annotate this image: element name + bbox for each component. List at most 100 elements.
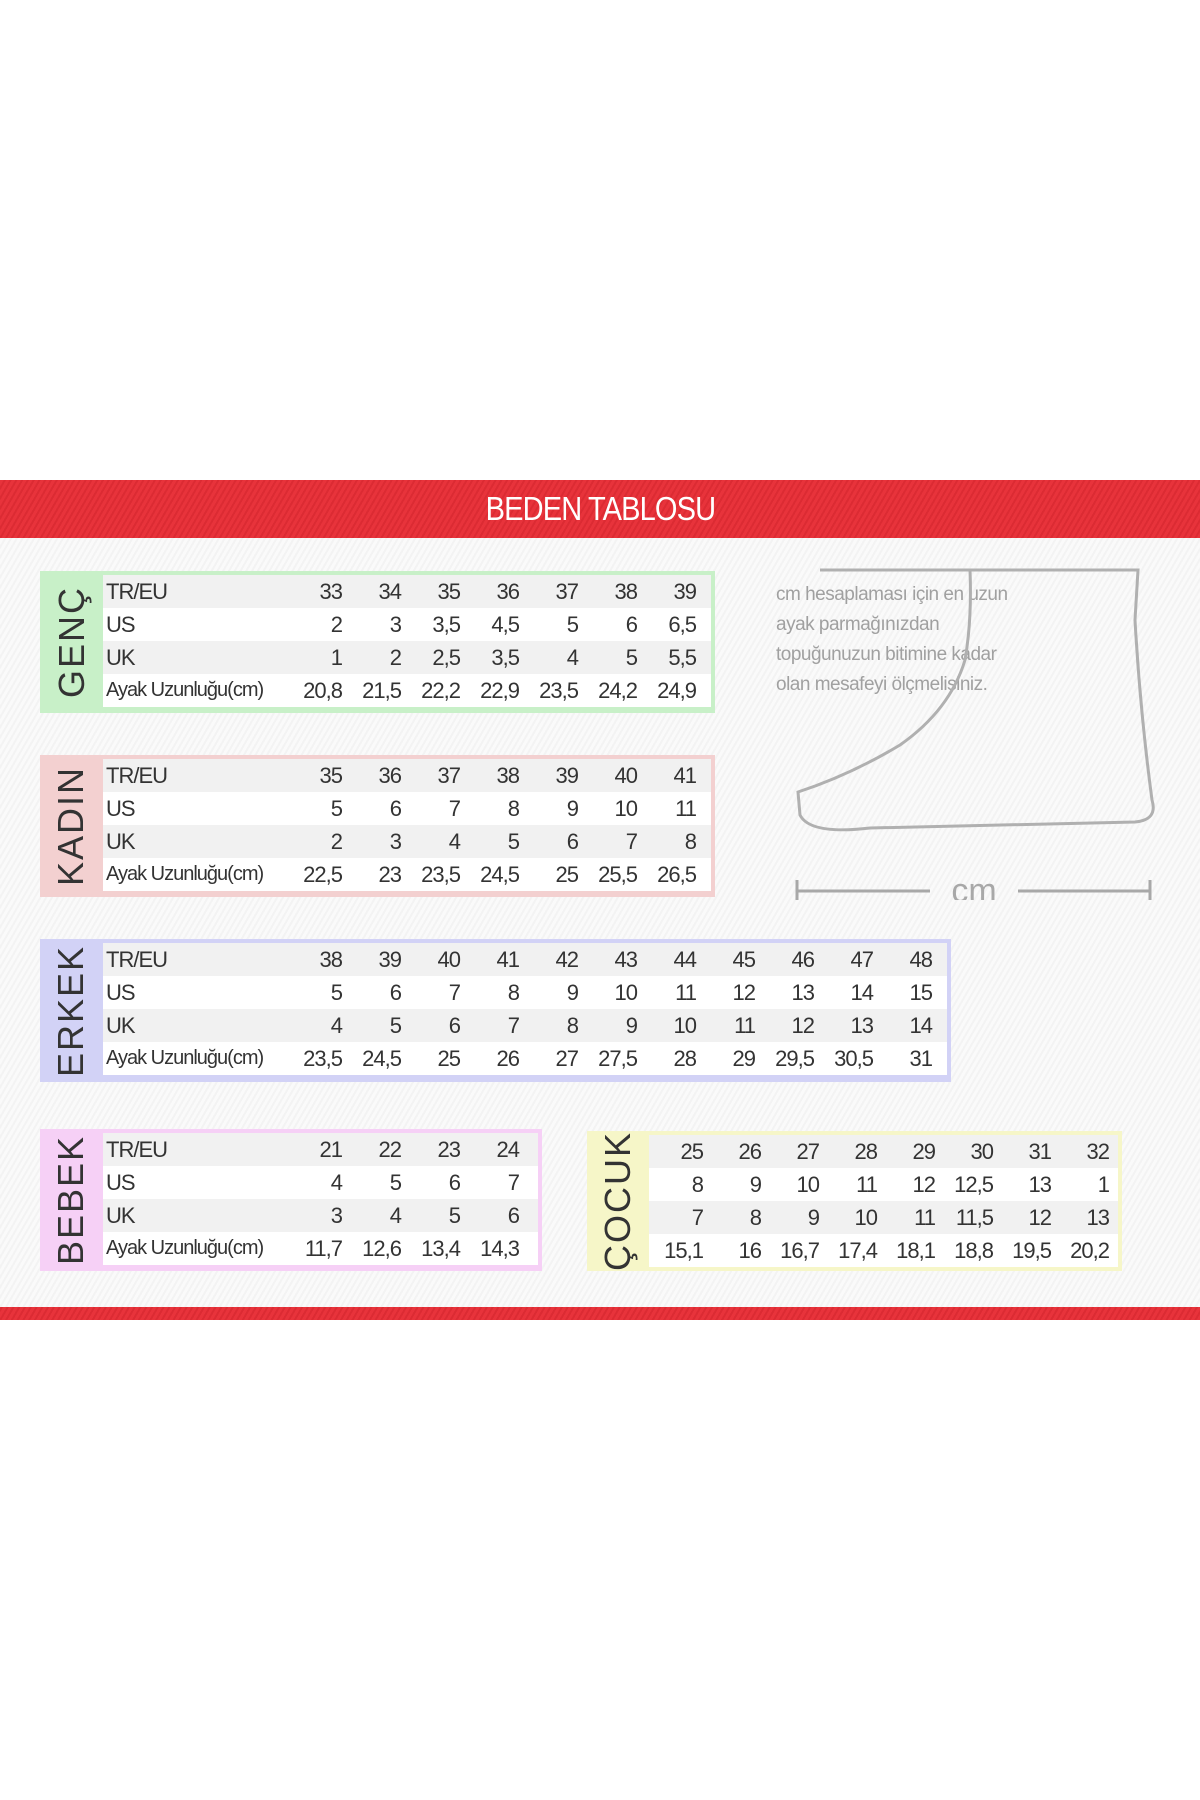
table-cell: 23,5 bbox=[303, 1045, 343, 1071]
table-row: 15,1 16 16,7 17,4 18,1 18,8 19,5 20,2 bbox=[649, 1234, 1118, 1267]
table-cell: 14,3 bbox=[480, 1235, 520, 1261]
page-title: BEDEN TABLOSU bbox=[485, 490, 715, 527]
category-label-text: ÇOCUK bbox=[597, 1130, 639, 1272]
table-cell: 27 bbox=[555, 1045, 579, 1071]
category-label: BEBEK bbox=[40, 1133, 103, 1267]
table-cell: 27,5 bbox=[598, 1045, 638, 1071]
table-cell: 19,5 bbox=[1012, 1237, 1052, 1263]
table-cell: 46 bbox=[791, 946, 815, 972]
table-cell: 10 bbox=[673, 1012, 697, 1038]
measure-label: cm bbox=[951, 872, 996, 900]
table-cell: 18,1 bbox=[896, 1237, 936, 1263]
table-row: Ayak Uzunluğu(cm) 11,7 12,6 13,4 14,3 bbox=[103, 1232, 538, 1265]
table-cell: 31 bbox=[1028, 1138, 1052, 1164]
table-cell: 6 bbox=[448, 1012, 461, 1038]
foot-outline-icon bbox=[796, 568, 1155, 832]
category-label-text: BEBEK bbox=[50, 1134, 92, 1266]
table-cocuk: ÇOCUK 25 26 27 28 29 30 31 32 8 9 10 11 12 12,5 13 1 7 8 9 1… bbox=[587, 1131, 1122, 1271]
table-cell: 6 bbox=[389, 795, 402, 821]
table-cell: 40 bbox=[437, 946, 461, 972]
table-cell: 8 bbox=[684, 828, 697, 854]
table-cell: 17,4 bbox=[838, 1237, 878, 1263]
table-cell: 15 bbox=[909, 979, 933, 1005]
measure-instructions: cm hesaplaması için en uzun ayak parmağı… bbox=[776, 584, 1008, 695]
row-header: US bbox=[106, 1169, 136, 1195]
table-cell: 8 bbox=[691, 1171, 704, 1197]
table-cell: 24,5 bbox=[362, 1045, 402, 1071]
table-cell: 10 bbox=[614, 795, 638, 821]
table-cell: 5 bbox=[507, 828, 520, 854]
table-cell: 22,9 bbox=[480, 677, 520, 703]
table-cell: 1 bbox=[330, 644, 343, 670]
table-cell: 32 bbox=[1086, 1138, 1110, 1164]
table-cell: 2,5 bbox=[432, 644, 461, 670]
table-cell: 29 bbox=[732, 1045, 756, 1071]
table-cell: 9 bbox=[566, 979, 579, 1005]
table-cell: 24,9 bbox=[657, 677, 697, 703]
table-row: Ayak Uzunluğu(cm) 23,5 24,5 25 26 27 27,5 28 29 2… bbox=[103, 1042, 947, 1075]
table-cell: 23 bbox=[378, 861, 402, 887]
table-cell: 36 bbox=[496, 578, 520, 604]
table-cell: 23,5 bbox=[421, 861, 461, 887]
table-cell: 39 bbox=[378, 946, 402, 972]
table-cell: 34 bbox=[378, 578, 402, 604]
table-cell: 5 bbox=[448, 1202, 461, 1228]
row-header: Ayak Uzunluğu(cm) bbox=[106, 1047, 264, 1069]
table-cell: 47 bbox=[850, 946, 874, 972]
table-cell: 6,5 bbox=[668, 611, 697, 637]
table-cell: 20,2 bbox=[1070, 1237, 1110, 1263]
table-cell: 4 bbox=[448, 828, 461, 854]
row-header: TR/EU bbox=[106, 762, 168, 788]
table-cell: 8 bbox=[507, 795, 520, 821]
table-cell: 3,5 bbox=[491, 644, 520, 670]
table-cell: 5 bbox=[330, 979, 343, 1005]
table-cell: 33 bbox=[319, 578, 343, 604]
table-bebek: BEBEK TR/EU 21 22 23 24 US 4 5 6 7 UK 3 4 5 6 Ayak Uzunl… bbox=[40, 1129, 542, 1271]
table-cell: 6 bbox=[507, 1202, 520, 1228]
table-cell: 7 bbox=[448, 979, 461, 1005]
table-cell: 8 bbox=[507, 979, 520, 1005]
table-cell: 12,6 bbox=[362, 1235, 402, 1261]
table-row: TR/EU 33 34 35 36 37 38 39 bbox=[103, 575, 711, 608]
table-cell: 9 bbox=[625, 1012, 638, 1038]
table-row: TR/EU 21 22 23 24 bbox=[103, 1133, 538, 1166]
table-cell: 13 bbox=[791, 979, 815, 1005]
table-cell: 25 bbox=[437, 1045, 461, 1071]
table-row: UK 2 3 4 5 6 7 8 bbox=[103, 825, 711, 858]
table-cell: 11 bbox=[856, 1171, 878, 1197]
table-cell: 21 bbox=[319, 1136, 343, 1162]
row-header: TR/EU bbox=[106, 578, 168, 604]
table-cell: 40 bbox=[614, 762, 638, 788]
row-header: US bbox=[106, 795, 136, 821]
table-cell: 5 bbox=[389, 1012, 402, 1038]
row-header: UK bbox=[106, 1012, 136, 1038]
bottom-band bbox=[0, 1307, 1200, 1320]
table-cell: 23,5 bbox=[539, 677, 579, 703]
table-cell: 4 bbox=[566, 644, 579, 670]
table-cell: 5 bbox=[330, 795, 343, 821]
table-cell: 9 bbox=[566, 795, 579, 821]
table-cell: 4 bbox=[330, 1012, 343, 1038]
size-table: TR/EU 38 39 40 41 42 43 44 45 46 47 48 US 5 6 7 8 9 10 11 12… bbox=[103, 943, 947, 1078]
table-cell: 20,8 bbox=[303, 677, 343, 703]
category-label: KADIN bbox=[40, 759, 103, 893]
table-cell: 37 bbox=[555, 578, 579, 604]
table-cell: 43 bbox=[614, 946, 638, 972]
table-cell: 11,5 bbox=[955, 1204, 994, 1230]
table-cell: 38 bbox=[614, 578, 638, 604]
category-label-text: GENÇ bbox=[50, 585, 92, 699]
table-cell: 5 bbox=[389, 1169, 402, 1195]
category-label: GENÇ bbox=[40, 575, 103, 709]
table-cell: 45 bbox=[732, 946, 756, 972]
foot-diagram: cm bbox=[795, 568, 1155, 900]
table-cell: 4,5 bbox=[491, 611, 520, 637]
table-cell: 3 bbox=[330, 1202, 343, 1228]
table-cell: 12 bbox=[912, 1171, 936, 1197]
table-cell: 26 bbox=[496, 1045, 520, 1071]
category-label: ERKEK bbox=[40, 943, 103, 1078]
table-cell: 38 bbox=[496, 762, 520, 788]
table-cell: 48 bbox=[909, 946, 933, 972]
table-cell: 8 bbox=[566, 1012, 579, 1038]
table-row: UK 3 4 5 6 bbox=[103, 1199, 538, 1232]
table-cell: 39 bbox=[555, 762, 579, 788]
